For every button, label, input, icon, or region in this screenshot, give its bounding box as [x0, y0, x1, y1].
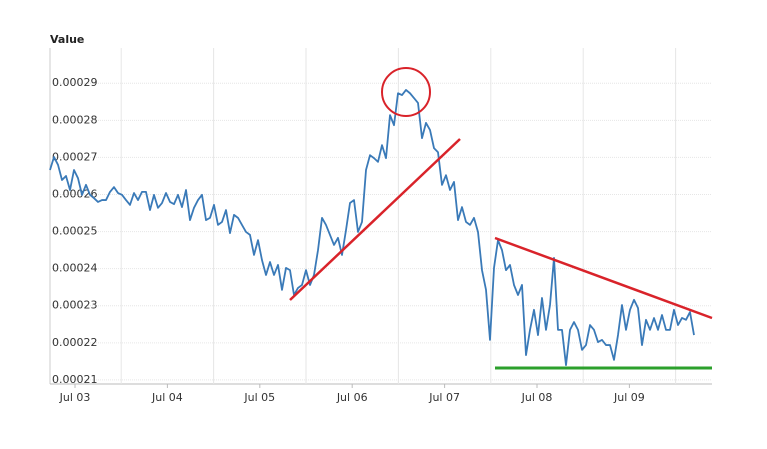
trend-line-up [289, 138, 461, 301]
x-tick-label: Jul 07 [428, 391, 460, 404]
line-series [49, 89, 695, 366]
series [49, 89, 695, 366]
y-axis-title: Value [50, 33, 84, 46]
peak-circle [381, 67, 431, 117]
y-tick-label: 0.00027 [52, 150, 98, 163]
y-tick-label: 0.00022 [52, 336, 98, 349]
x-tick-label: Jul 06 [336, 391, 368, 404]
y-tick-label: 0.00023 [52, 299, 98, 312]
x-tick-label: Jul 05 [243, 391, 275, 404]
y-tick-label: 0.00021 [52, 373, 98, 386]
x-tick-label: Jul 04 [151, 391, 183, 404]
x-tick-label: Jul 08 [521, 391, 553, 404]
y-tick-label: 0.00028 [52, 113, 98, 126]
annotations [289, 67, 713, 370]
grid: 0.00021 0.00022 0.00023 0.00024 0.00025 0.000… [50, 48, 712, 404]
y-tick-label: 0.00025 [52, 225, 98, 238]
y-tick-label: 0.00029 [52, 76, 98, 89]
x-tick-label: Jul 03 [59, 391, 91, 404]
y-tick-label: 0.00026 [52, 187, 98, 200]
trend-line-down [494, 236, 713, 320]
x-tick-label: Jul 09 [613, 391, 645, 404]
y-tick-label: 0.00024 [52, 262, 98, 275]
